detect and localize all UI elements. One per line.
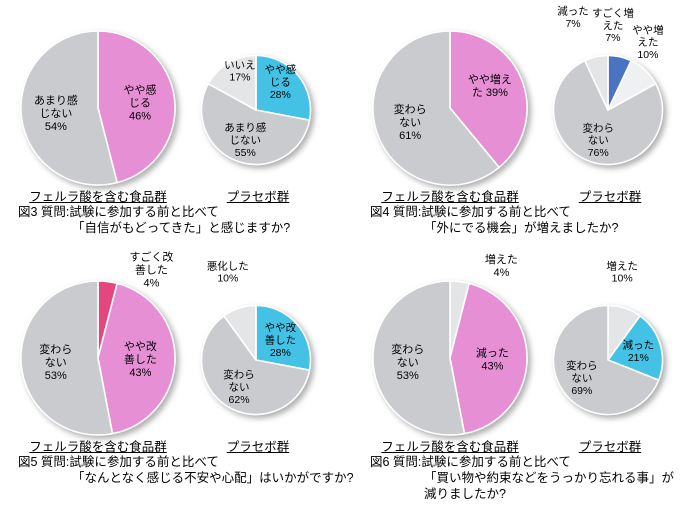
pie-chart-fig6-placebo-group: 増えた 10% 減った 21% 変わらない 69% — [552, 259, 664, 416]
caption-line: 減りましたか? — [424, 487, 506, 501]
group-label-placebo: プラセボ群 — [578, 440, 642, 454]
figure-3: やや感じる 46% あまり感じない 54% やや感じる 28% あまり感じない 55% いいえ… — [10, 6, 354, 258]
pie-slice-やや改善した — [255, 304, 312, 372]
group-label-food: フェルラ酸を含む食品群 — [381, 190, 519, 204]
group-label-food: フェルラ酸を含む食品群 — [29, 190, 167, 204]
figure-caption: 図5 質問:試験に参加する前と比べて 「なんとなく感じる不安や心配」はいかがです… — [18, 454, 354, 486]
caption-line: 「買い物や約束などをうっかり忘れる事」が — [424, 471, 675, 485]
caption-line: 図4 質問:試験に参加する前と比べて — [370, 205, 571, 219]
pie-chart-fig4-placebo-group: すごく増えた 7%やや増えた 10% 変わらない 76% 減った 7% — [552, 5, 664, 166]
pie-slice-変わらない — [200, 315, 311, 416]
pie-label-変わらない: 変わらない 61% — [394, 102, 427, 142]
group-label-placebo: プラセボ群 — [226, 190, 290, 204]
pie-label-変わらない: 変わらない 53% — [39, 342, 72, 382]
figure-caption: 図3 質問:試験に参加する前と比べて 「自信がもどってきた」と感じますか? — [18, 204, 290, 236]
figure-4: やや増えた 39% 変わらない 61% すごく増えた 7% やや増えた 10% 変わらない 7… — [362, 5, 680, 258]
pie-slice-変わらない — [372, 280, 466, 436]
group-label-placebo: プラセボ群 — [226, 440, 290, 454]
pie-slice-やや感じる — [255, 54, 312, 122]
pie-slice-いいえ — [207, 54, 257, 111]
pie-label-変わらない: 変わらない 76% — [582, 121, 614, 159]
group-label-placebo: プラセボ群 — [578, 190, 642, 204]
pie-label-変わらない: 変わらない 62% — [223, 368, 255, 406]
pie-label-減った: 減った 7% — [557, 5, 589, 30]
pie-chart-fig3-food-group: やや感じる 46% あまり感じない 54% — [20, 30, 176, 186]
pie-slice-変わらない — [20, 280, 114, 436]
pie-label-やや改善した: やや改善した 28% — [265, 321, 297, 359]
pie-label-やや感じる: やや感じる 28% — [265, 63, 297, 101]
pie-label-いいえ: いいえ 17% — [224, 59, 256, 83]
pie-label-あまり感じない: あまり感じない 54% — [34, 94, 78, 133]
pie-slice-あまり感じない — [20, 30, 118, 186]
pie-slice-減った — [583, 54, 609, 111]
pie-slice-あまり感じない — [200, 82, 311, 166]
figure-caption: 図6 質問:試験に参加する前と比べて 「買い物や約束などをうっかり忘れる事」が … — [370, 454, 674, 502]
pie-label-悪化した: 悪化した 10% — [207, 259, 249, 284]
pie-chart-fig5-food-group: すごく改善した 4% やや改善した 43% 変わらない 53% — [20, 250, 176, 436]
group-label-food: フェルラ酸を含む食品群 — [29, 440, 167, 454]
pie-label-変わらない: 変わらない 69% — [566, 359, 598, 397]
pie-label-やや感じる: やや感じる 46% — [124, 84, 157, 123]
pie-slice-変わらない — [372, 30, 500, 186]
figure-5: すごく改善した 4% やや改善した 43% 変わらない 53% やや改善した 28% 変わらな… — [10, 250, 354, 508]
pie-chart-fig3-placebo-group: やや感じる 28% あまり感じない 55% いいえ 17% — [200, 54, 312, 166]
pie-label-すごく改善した: すごく改善した 4% — [129, 250, 173, 290]
group-label-food: フェルラ酸を含む食品群 — [381, 440, 519, 454]
pie-slice-やや感じる — [97, 30, 176, 184]
pie-label-すごく増えた: すごく増えた 7% — [592, 6, 634, 44]
caption-line: 図6 質問:試験に参加する前と比べて — [370, 455, 571, 469]
pie-label-やや増えた: やや増えた 10% — [632, 23, 664, 61]
pie-slice-減った — [449, 282, 528, 435]
caption-line: 「なんとなく感じる不安や心配」はいかがですか? — [72, 471, 354, 485]
caption-line: 「外にでる機会」が増えましたか? — [424, 221, 619, 235]
pie-slice-変わらない — [552, 304, 660, 416]
pie-slice-やや増えた — [449, 30, 528, 169]
pie-slice-やや改善した — [97, 282, 176, 435]
pie-label-増えた: 増えた 4% — [485, 253, 518, 279]
caption-line: 図5 質問:試験に参加する前と比べて — [18, 455, 219, 469]
pie-label-あまり感じない: あまり感じない 55% — [224, 121, 266, 159]
pie-slice-減った — [607, 315, 664, 381]
pie-slice-変わらない — [552, 59, 664, 166]
pie-label-変わらない: 変わらない 53% — [391, 342, 424, 382]
caption-line: 図3 質問:試験に参加する前と比べて — [18, 205, 219, 219]
pie-slice-悪化した — [223, 304, 257, 361]
pie-label-減った: 減った 43% — [476, 346, 509, 373]
figure-6: 増えた 4% 減った 43% 変わらない 53% 増えた 10% 減った 21% 変わらない 69%… — [362, 253, 680, 508]
pie-label-やや改善した: やや改善した 43% — [124, 339, 157, 379]
pie-label-やや増えた: やや増えた 39% — [468, 73, 512, 99]
pie-label-減った: 減った 21% — [623, 339, 655, 364]
figure-caption: 図4 質問:試験に参加する前と比べて 「外にでる機会」が増えましたか? — [370, 204, 618, 236]
pie-chart-fig4-food-group: やや増えた 39% 変わらない 61% — [372, 30, 528, 186]
caption-line: 「自信がもどってきた」と感じますか? — [72, 221, 291, 235]
pie-chart-fig6-food-group: 増えた 4% 減った 43% 変わらない 53% — [372, 253, 528, 436]
pie-label-増えた: 増えた 10% — [606, 259, 638, 284]
pie-chart-fig5-placebo-group: やや改善した 28% 変わらない 62% 悪化した 10% — [200, 259, 312, 416]
